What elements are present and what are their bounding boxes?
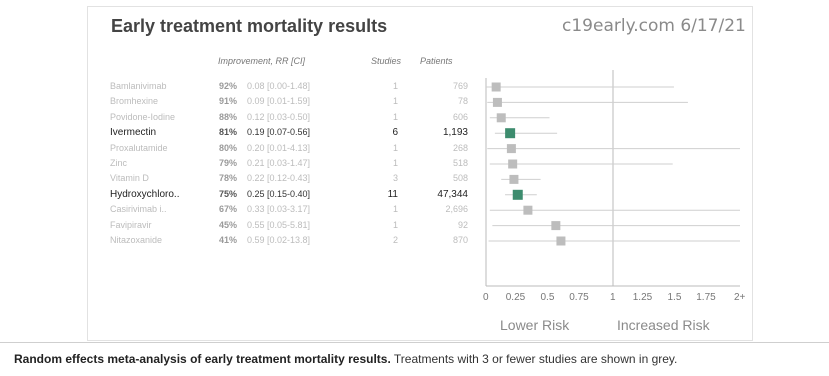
x-tick-label: 1.5 [667,292,682,303]
row-name: Bamlanivimab [110,81,167,91]
rr-marker [492,97,502,107]
row-name: Nitazoxanide [110,235,163,245]
row-patients: 769 [452,81,468,91]
row-patients: 606 [452,111,468,122]
row-studies: 1 [392,111,398,122]
row-improvement: 92% [219,81,238,91]
row-improvement: 45% [219,219,238,230]
row-patients: 2,696 [445,204,468,215]
rr-marker [491,82,501,92]
rr-marker [523,205,533,215]
row-name: Casirivimab i.. [110,204,167,215]
x-tick-label: 0.25 [505,292,526,303]
row-studies: 1 [392,204,398,215]
chart-panel [87,6,753,341]
x-tick-label: 0.75 [569,292,589,303]
x-tick-label: 1 [610,292,616,303]
x-tick-label: 0.5 [540,292,555,303]
row-rr: 0.20 [0.01-4.13] [247,142,311,153]
caption-bold: Random effects meta-analysis of early tr… [14,352,391,366]
row-improvement: 78% [219,173,238,184]
row-name: Ivermectin [110,127,157,139]
row-improvement: 79% [219,158,238,168]
row-name: Hydroxychloro.. [110,188,180,200]
row-studies: 1 [392,219,398,230]
row-rr: 0.22 [0.12-0.43] [247,173,311,184]
row-name: Bromhexine [110,96,159,107]
row-improvement: 88% [219,111,238,122]
row-improvement: 75% [219,188,238,199]
row-patients: 508 [452,173,468,184]
row-patients: 268 [452,142,468,153]
rr-marker [512,189,523,200]
row-rr: 0.25 [0.15-0.40] [247,188,311,199]
row-rr: 0.12 [0.03-0.50] [247,111,311,122]
row-rr: 0.08 [0.00-1.48] [247,81,311,91]
row-rr: 0.21 [0.03-1.47] [247,158,311,168]
rr-marker [551,221,561,231]
row-patients: 870 [452,235,468,245]
increased-risk-label: Increased Risk [617,317,710,333]
row-patients: 1,193 [442,127,468,139]
x-tick-label: 2+ [734,292,746,303]
x-tick-label: 0 [483,292,489,303]
row-studies: 1 [392,142,398,153]
row-name: Zinc [110,158,128,168]
rr-marker [508,159,518,169]
header-improvement: Improvement, RR [CI] [218,56,306,66]
rr-marker [505,128,516,139]
row-rr: 0.55 [0.05-5.81] [247,219,311,230]
row-studies: 1 [392,158,398,168]
row-patients: 518 [452,158,468,168]
row-rr: 0.19 [0.07-0.56] [247,127,311,138]
row-patients: 78 [457,96,468,107]
row-name: Favipiravir [110,219,152,230]
caption-rest: Treatments with 3 or fewer studies are s… [390,352,678,366]
rr-marker [506,144,516,154]
row-rr: 0.09 [0.01-1.59] [247,96,311,107]
row-name: Povidone-Iodine [110,111,176,122]
row-studies: 6 [392,127,398,139]
row-improvement: 81% [219,127,238,138]
row-rr: 0.33 [0.03-3.17] [247,204,311,215]
row-rr: 0.59 [0.02-13.8] [247,235,311,245]
header-patients: Patients [420,56,453,66]
rr-marker [509,174,519,184]
row-name: Vitamin D [110,173,149,184]
row-improvement: 80% [219,142,238,153]
row-name: Proxalutamide [110,142,168,153]
row-studies: 11 [387,188,398,200]
row-studies: 1 [392,81,398,91]
x-tick-label: 1.25 [632,292,653,303]
row-studies: 2 [392,235,398,245]
lower-risk-label: Lower Risk [500,317,570,333]
row-studies: 3 [392,173,398,184]
header-studies: Studies [371,56,402,66]
x-tick-label: 1.75 [696,292,716,303]
row-studies: 1 [392,96,398,107]
row-patients: 47,344 [437,188,468,200]
source-label: c19early.com 6/17/21 [562,16,746,36]
row-improvement: 91% [219,96,238,107]
row-improvement: 41% [219,235,238,245]
rr-marker [496,113,506,123]
caption: Random effects meta-analysis of early tr… [0,342,829,376]
row-patients: 92 [457,219,468,230]
row-improvement: 67% [219,204,238,215]
rr-marker [556,236,566,246]
chart-title: Early treatment mortality results [111,16,388,36]
